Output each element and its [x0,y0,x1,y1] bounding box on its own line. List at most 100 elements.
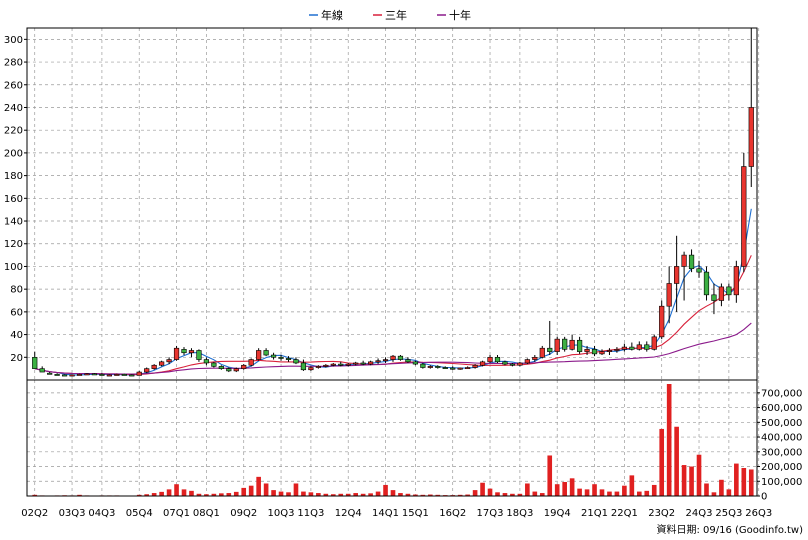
candle-body-83 [651,336,657,350]
candle-body-3 [54,374,60,376]
candle-body-33 [278,356,284,359]
candle-body-82 [644,344,650,350]
candle-body-79 [621,346,627,350]
candle-body-50 [405,359,411,363]
volume-tick-label-0: 0 [761,492,767,503]
volume-bar-27 [233,491,239,496]
volume-bar-52 [420,494,426,496]
volume-bar-58 [465,494,470,496]
volume-bar-74 [584,489,590,496]
data-date-label: 資料日期: 09/16 (Goodinfo.tw) [656,523,803,536]
volume-bar-71 [562,482,567,496]
volume-bar-72 [569,478,575,496]
x-tick-label-9: 12Q4 [335,508,362,519]
price-tick-label-0: 20 [10,353,23,364]
volume-bar-61 [487,488,493,496]
candle-body-36 [300,362,307,371]
candle-body-34 [285,358,292,360]
price-tick-label-12: 260 [4,80,23,91]
x-tick-label-19: 24Q3 [686,508,713,519]
price-tick-label-4: 100 [4,262,23,273]
candle-body-38 [315,366,321,368]
volume-bar-26 [226,493,232,496]
candle-body-11 [114,374,120,376]
volume-tick-label-1: 100,000 [761,477,802,488]
candle-body-81 [636,344,642,350]
price-tick-label-6: 140 [4,217,23,228]
candle-body-84 [659,305,665,338]
volume-bar-54 [435,494,441,496]
candle-body-19 [173,347,180,360]
volume-bar-93 [726,489,732,496]
volume-bar-32 [271,490,276,496]
candle-body-45 [367,361,374,365]
candle-body-28 [241,364,247,369]
volume-bar-51 [413,494,418,496]
x-tick-label-2: 04Q3 [88,508,115,519]
price-tick-label-11: 240 [4,103,23,114]
volume-bar-83 [651,484,657,496]
volume-bar-20 [181,489,187,496]
candle-body-24 [211,362,217,367]
candle-body-62 [494,356,501,363]
axes: 20 40 60 80 100 120 140 160 180 200 220 240 260 280 30… [4,27,802,519]
legend: 年線 三年 十年 [309,8,471,22]
candle-body-1 [39,368,45,373]
x-tick-label-14: 18Q3 [506,508,533,519]
volume-bar-18 [166,489,172,496]
x-tick-label-3: 05Q4 [126,508,153,519]
candle-body-88 [688,254,695,270]
candle-body-94 [733,266,739,296]
candle-body-51 [412,361,419,365]
volume-tick-label-7: 700,000 [761,388,802,399]
candle-body-56 [450,367,456,370]
volume-bar-16 [151,493,157,496]
price-tick-label-14: 300 [4,35,23,46]
candle-body-57 [457,367,463,370]
volume-bar-60 [480,482,485,496]
candle-body-10 [106,374,112,377]
candle-body-6 [76,374,83,376]
candle-body-25 [218,366,224,369]
volume-bar-73 [577,488,582,496]
volume-bar-89 [696,454,702,496]
volume-bar-44 [360,493,366,496]
volume-tick-label-6: 600,000 [761,403,802,414]
volume-bar-47 [383,484,388,496]
candle-body-59 [472,364,478,368]
candle-body-43 [353,362,359,365]
volume-bar-85 [666,384,672,496]
volume-bar-75 [592,484,597,496]
volume-bar-95 [741,468,747,496]
volume-bar-41 [338,493,344,496]
candle-body-27 [233,368,239,372]
candle-body-4 [61,374,68,377]
price-tick-label-13: 280 [4,58,23,69]
volume-bar-64 [510,493,515,496]
volume-bar-34 [286,492,291,496]
candle-body-23 [203,359,210,364]
volume-bar-80 [629,475,635,496]
volume-bar-35 [293,483,299,496]
plot-frame [26,27,758,497]
candle-body-7 [84,373,90,376]
volume-bar-91 [711,492,717,496]
x-tick-label-7: 10Q3 [268,508,295,519]
candle-body-35 [293,359,299,364]
candle-body-12 [121,374,127,376]
x-tick-label-17: 22Q1 [611,508,638,519]
candle-body-26 [226,368,232,372]
candle-body-18 [166,359,172,363]
volume-bar-21 [189,490,194,496]
volume-bar-14 [136,494,142,496]
volume-bar-96 [748,469,754,496]
volume-bar-63 [502,493,508,496]
volume-bar-77 [607,491,612,496]
volume-bar-25 [219,493,224,496]
volume-bar-94 [734,463,739,496]
price-tick-label-1: 40 [10,330,23,341]
candle-body-21 [188,350,195,354]
x-tick-label-13: 17Q3 [477,508,504,519]
candle-body-63 [502,361,508,365]
